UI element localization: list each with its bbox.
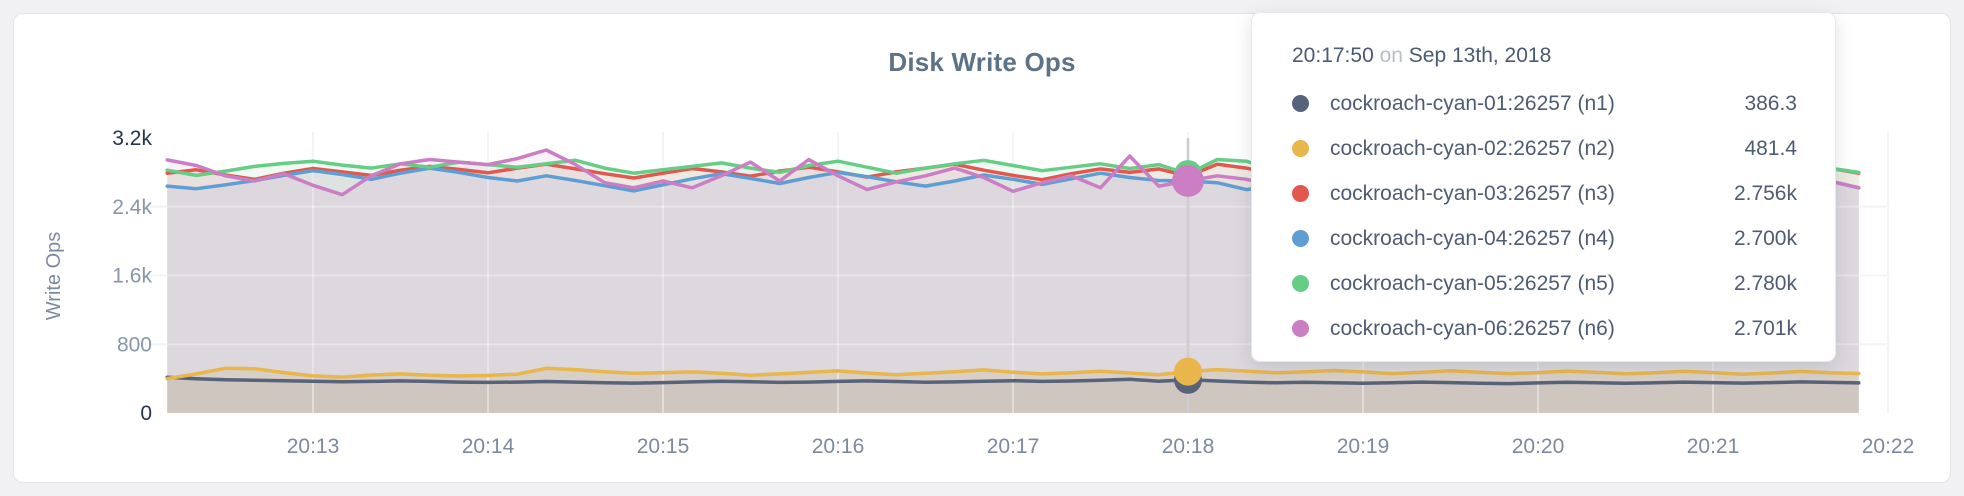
y-axis-tick-label: 3.2k xyxy=(112,127,152,150)
x-axis-tick-label: 20:22 xyxy=(1862,435,1915,458)
tooltip-date: Sep 13th, 2018 xyxy=(1408,44,1552,67)
tooltip-on-word: on xyxy=(1379,44,1403,67)
tooltip-series-row: cockroach-cyan-01:26257 (n1) 386.3 xyxy=(1292,81,1797,126)
hover-tooltip: 20:17:50 on Sep 13th, 2018 cockroach-cya… xyxy=(1251,12,1836,362)
series-value: 386.3 xyxy=(1744,91,1797,115)
y-axis-tick-label: 1.6k xyxy=(112,265,152,288)
series-name: cockroach-cyan-06:26257 (n6) xyxy=(1330,316,1615,340)
series-line xyxy=(165,375,1861,386)
series-value: 2.700k xyxy=(1733,226,1797,250)
series-color-dot xyxy=(1292,230,1309,247)
x-axis-tick-label: 20:16 xyxy=(812,435,865,458)
series-color-dot xyxy=(1292,95,1309,112)
tooltip-series-row: cockroach-cyan-02:26257 (n2) 481.4 xyxy=(1292,126,1797,171)
series-value: 2.701k xyxy=(1733,316,1797,340)
series-name: cockroach-cyan-05:26257 (n5) xyxy=(1330,271,1615,295)
hover-point-dot xyxy=(1172,164,1204,197)
x-axis-tick-label: 20:21 xyxy=(1687,435,1740,458)
x-axis-tick-label: 20:19 xyxy=(1337,435,1390,458)
hover-point-dot xyxy=(1174,357,1202,386)
tooltip-time: 20:17:50 xyxy=(1292,44,1374,67)
x-axis-tick-label: 20:13 xyxy=(287,435,340,458)
series-value: 481.4 xyxy=(1744,136,1797,160)
series-name: cockroach-cyan-04:26257 (n4) xyxy=(1330,226,1615,250)
x-axis-tick-label: 20:17 xyxy=(987,435,1040,458)
y-axis-tick-label: 800 xyxy=(117,333,152,356)
x-axis-tick-label: 20:15 xyxy=(637,435,690,458)
tooltip-series-row: cockroach-cyan-06:26257 (n6) 2.701k xyxy=(1292,306,1797,351)
series-color-dot xyxy=(1292,320,1309,337)
series-color-dot xyxy=(1292,140,1309,157)
x-axis-tick-label: 20:20 xyxy=(1512,435,1565,458)
series-color-dot xyxy=(1292,185,1309,202)
tooltip-series-row: cockroach-cyan-03:26257 (n3) 2.756k xyxy=(1292,171,1797,216)
series-value: 2.780k xyxy=(1733,271,1797,295)
series-name: cockroach-cyan-02:26257 (n2) xyxy=(1330,136,1615,160)
tooltip-series-list: cockroach-cyan-01:26257 (n1) 386.3 cockroa… xyxy=(1292,81,1797,351)
series-line xyxy=(165,366,1861,381)
tooltip-series-row: cockroach-cyan-05:26257 (n5) 2.780k xyxy=(1292,261,1797,306)
series-value: 2.756k xyxy=(1733,181,1797,205)
series-name: cockroach-cyan-01:26257 (n1) xyxy=(1330,91,1615,115)
series-name: cockroach-cyan-03:26257 (n3) xyxy=(1330,181,1615,205)
series-color-dot xyxy=(1292,275,1309,292)
x-axis-tick-label: 20:18 xyxy=(1162,435,1215,458)
chart-title: Disk Write Ops xyxy=(888,47,1076,77)
x-axis-tick-label: 20:14 xyxy=(462,435,515,458)
y-axis-title: Write Ops xyxy=(43,232,65,321)
tooltip-series-row: cockroach-cyan-04:26257 (n4) 2.700k xyxy=(1292,216,1797,261)
y-axis-tick-label: 0 xyxy=(140,402,152,425)
y-axis-tick-label: 2.4k xyxy=(112,196,152,219)
tooltip-title: 20:17:50 on Sep 13th, 2018 xyxy=(1292,39,1797,73)
